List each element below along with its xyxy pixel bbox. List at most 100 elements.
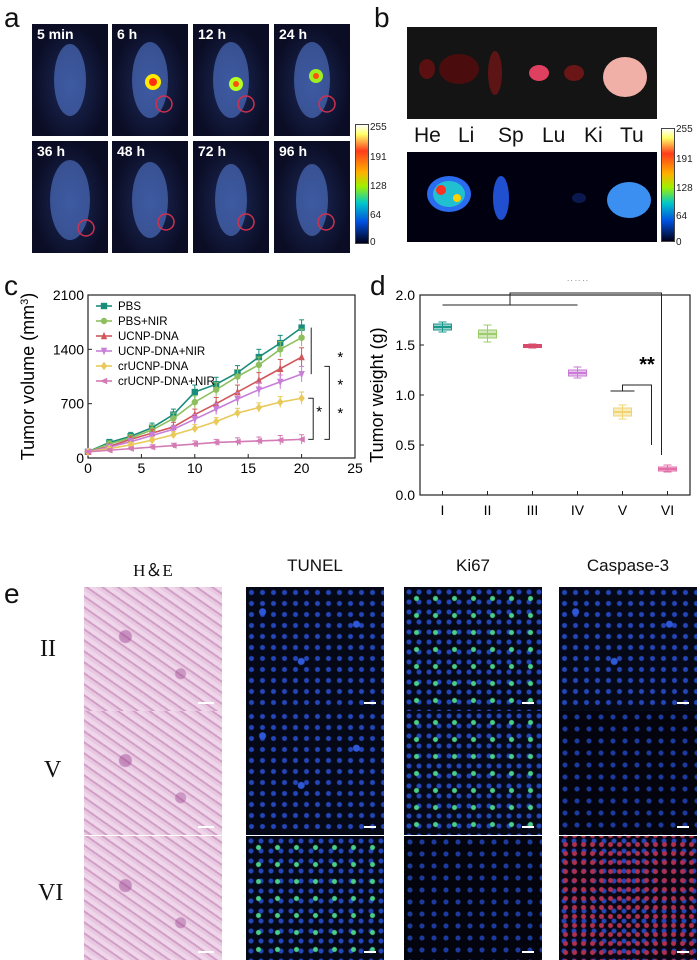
- data-point: [277, 378, 284, 387]
- data-point: [298, 394, 305, 403]
- y-tick-label: 0.0: [396, 487, 416, 503]
- data-point: [255, 376, 263, 384]
- x-tick-label: 20: [294, 460, 310, 475]
- tunel-image: [246, 711, 384, 835]
- colorbar-tick: 0: [370, 237, 376, 248]
- row-label: II: [40, 636, 56, 662]
- data-point: [148, 435, 156, 445]
- data-point: [191, 398, 198, 406]
- y-tick-label: 2.0: [396, 287, 416, 303]
- ki67-image: [404, 587, 542, 711]
- data-point: [298, 370, 305, 379]
- data-point: [191, 424, 198, 433]
- legend-label: PBS: [118, 301, 141, 313]
- data-point: [100, 331, 108, 340]
- plot-frame: [87, 294, 356, 459]
- data-point: [234, 395, 241, 404]
- y-tick-label: 1.5: [396, 337, 416, 353]
- plot-frame: [419, 294, 691, 496]
- y-tick-label: 700: [61, 396, 85, 412]
- caspase3-image: [559, 587, 697, 711]
- data-point: [298, 334, 305, 341]
- data-point: [100, 317, 108, 325]
- data-point: [277, 346, 284, 353]
- column-title: TUNEL: [287, 556, 343, 575]
- data-point: [147, 443, 156, 451]
- y-axis-label: Tumor volume (mm3): [18, 293, 38, 460]
- x-tick-label: 25: [347, 460, 363, 475]
- panel-label-d: d: [370, 270, 386, 301]
- data-point: [254, 437, 263, 445]
- x-tick-label: IV: [571, 502, 585, 518]
- colorbar-tick: 128: [370, 181, 387, 192]
- sig-bracket: [324, 365, 330, 440]
- x-tick-label: 0: [84, 460, 92, 475]
- y-tick-label: 1400: [53, 341, 84, 357]
- caspase3-image: [559, 711, 697, 835]
- timepoint-label: 5 min: [37, 26, 74, 42]
- colorbar-tick: 0: [676, 237, 682, 248]
- data-point: [190, 440, 198, 448]
- organ-label: He: [414, 124, 441, 147]
- data-point: [170, 430, 177, 439]
- caspase3-image: [559, 836, 697, 960]
- organ-fluorescence: [407, 152, 657, 242]
- data-point: [234, 387, 241, 396]
- data-point: [212, 405, 220, 414]
- ki67-image: [404, 711, 542, 835]
- data-point: [234, 408, 241, 418]
- y-tick-label: 2100: [53, 287, 84, 303]
- column-title: H＆E: [133, 561, 173, 580]
- data-point: [169, 442, 177, 449]
- data-point: [126, 445, 134, 452]
- data-point: [170, 426, 177, 434]
- data-point: [100, 361, 108, 371]
- column-title: Ki67: [455, 556, 491, 575]
- data-point: [255, 361, 263, 369]
- sig-star: *: [337, 349, 343, 366]
- colorbar-tick: 191: [676, 154, 693, 165]
- he-image: [84, 587, 222, 711]
- organ-labels: He Li Sp Lu Ki Tu: [414, 124, 674, 148]
- x-tick-label: VI: [661, 502, 674, 518]
- ki67-image: [404, 836, 542, 960]
- row-label: VI: [38, 880, 64, 906]
- organ-label: Lu: [542, 124, 566, 147]
- timepoint-label: 6 h: [117, 26, 138, 42]
- data-point: [277, 397, 284, 407]
- sig-bracket: [622, 384, 652, 445]
- organ-photo-shapes: [419, 51, 647, 97]
- x-tick-label: 5: [138, 460, 146, 475]
- timepoint-label: 12 h: [198, 26, 227, 42]
- x-tick-label: II: [484, 502, 492, 518]
- panel-label-a: a: [4, 2, 20, 33]
- data-point: [83, 448, 92, 455]
- sig-label: **: [639, 354, 655, 376]
- panel-label-b: b: [374, 2, 390, 33]
- data-point: [211, 439, 220, 446]
- legend-label: crUCNP-DNA: [118, 361, 189, 373]
- data-point: [212, 386, 220, 393]
- mouse-signals: [50, 42, 336, 240]
- organ-label: Tu: [620, 124, 644, 147]
- organ-label: Sp: [498, 124, 524, 147]
- legend-label: PBS+NIR: [118, 316, 168, 328]
- y-tick-label: 1.0: [396, 387, 416, 403]
- sig-bracket: [308, 397, 314, 440]
- sig-star: *: [316, 403, 322, 420]
- colorbar-tick: 191: [370, 152, 387, 163]
- x-tick-label: I: [441, 502, 445, 518]
- colorbar-a: [355, 124, 369, 244]
- x-tick-label: 15: [240, 460, 256, 475]
- x-tick-label: V: [618, 502, 628, 518]
- he-image: [84, 711, 222, 835]
- data-point: [170, 415, 177, 422]
- data-point: [297, 436, 305, 443]
- timepoint-label: 24 h: [279, 26, 308, 42]
- data-point: [255, 403, 263, 412]
- x-tick-label: 10: [187, 460, 203, 475]
- y-axis-label: Tumor weight (g): [370, 327, 387, 462]
- panel-label-e: e: [4, 578, 20, 609]
- tumor-volume-chart: 0510152025070014002100Treatment time (da…: [18, 287, 363, 475]
